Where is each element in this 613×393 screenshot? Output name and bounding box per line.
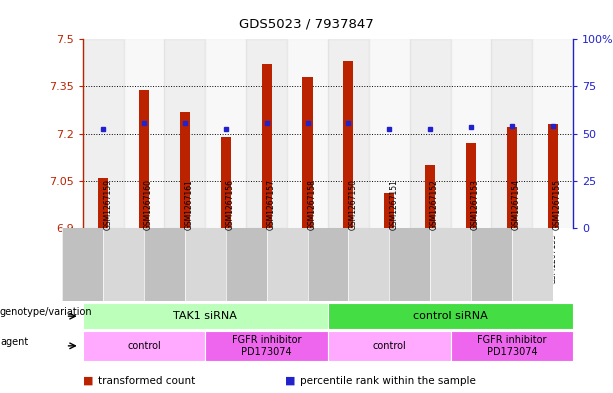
Bar bbox=[507, 127, 517, 228]
Bar bbox=[246, 39, 287, 228]
Bar bbox=[328, 39, 369, 228]
Bar bbox=[466, 143, 476, 228]
Text: control siRNA: control siRNA bbox=[413, 311, 488, 321]
Text: TAK1 siRNA: TAK1 siRNA bbox=[173, 311, 237, 321]
Bar bbox=[83, 39, 124, 228]
Text: genotype/variation: genotype/variation bbox=[0, 307, 93, 317]
Bar bbox=[384, 193, 394, 228]
Text: percentile rank within the sample: percentile rank within the sample bbox=[300, 376, 476, 386]
Bar bbox=[425, 165, 435, 228]
Bar bbox=[287, 39, 328, 228]
Text: GSM1267156: GSM1267156 bbox=[226, 179, 235, 230]
Bar bbox=[547, 124, 558, 228]
Text: GSM1267160: GSM1267160 bbox=[144, 179, 153, 230]
Text: FGFR inhibitor
PD173074: FGFR inhibitor PD173074 bbox=[232, 335, 302, 356]
Bar bbox=[139, 90, 149, 228]
Bar bbox=[164, 39, 205, 228]
Bar bbox=[451, 39, 492, 228]
Bar bbox=[180, 112, 190, 228]
Text: ■: ■ bbox=[83, 376, 93, 386]
Text: ■: ■ bbox=[285, 376, 295, 386]
Bar bbox=[205, 39, 246, 228]
Bar bbox=[98, 178, 109, 228]
Text: GSM1267158: GSM1267158 bbox=[308, 179, 316, 230]
Text: GSM1267150: GSM1267150 bbox=[348, 179, 357, 230]
Bar bbox=[262, 64, 272, 228]
Bar bbox=[302, 77, 313, 228]
Text: GSM1267155: GSM1267155 bbox=[553, 179, 562, 230]
Text: GSM1267154: GSM1267154 bbox=[512, 179, 521, 230]
Text: GSM1267151: GSM1267151 bbox=[389, 179, 398, 230]
Bar bbox=[369, 39, 409, 228]
Bar bbox=[221, 137, 231, 228]
Text: GSM1267157: GSM1267157 bbox=[267, 179, 276, 230]
Text: GDS5023 / 7937847: GDS5023 / 7937847 bbox=[239, 18, 374, 31]
Text: agent: agent bbox=[0, 337, 28, 347]
Text: GSM1267159: GSM1267159 bbox=[103, 179, 112, 230]
Text: GSM1267153: GSM1267153 bbox=[471, 179, 480, 230]
Bar bbox=[492, 39, 532, 228]
Text: control: control bbox=[372, 341, 406, 351]
Bar bbox=[409, 39, 451, 228]
Text: GSM1267152: GSM1267152 bbox=[430, 179, 439, 230]
Bar bbox=[532, 39, 573, 228]
Text: GSM1267161: GSM1267161 bbox=[185, 179, 194, 230]
Bar bbox=[124, 39, 164, 228]
Text: FGFR inhibitor
PD173074: FGFR inhibitor PD173074 bbox=[477, 335, 547, 356]
Text: control: control bbox=[127, 341, 161, 351]
Text: transformed count: transformed count bbox=[98, 376, 196, 386]
Bar bbox=[343, 61, 354, 228]
